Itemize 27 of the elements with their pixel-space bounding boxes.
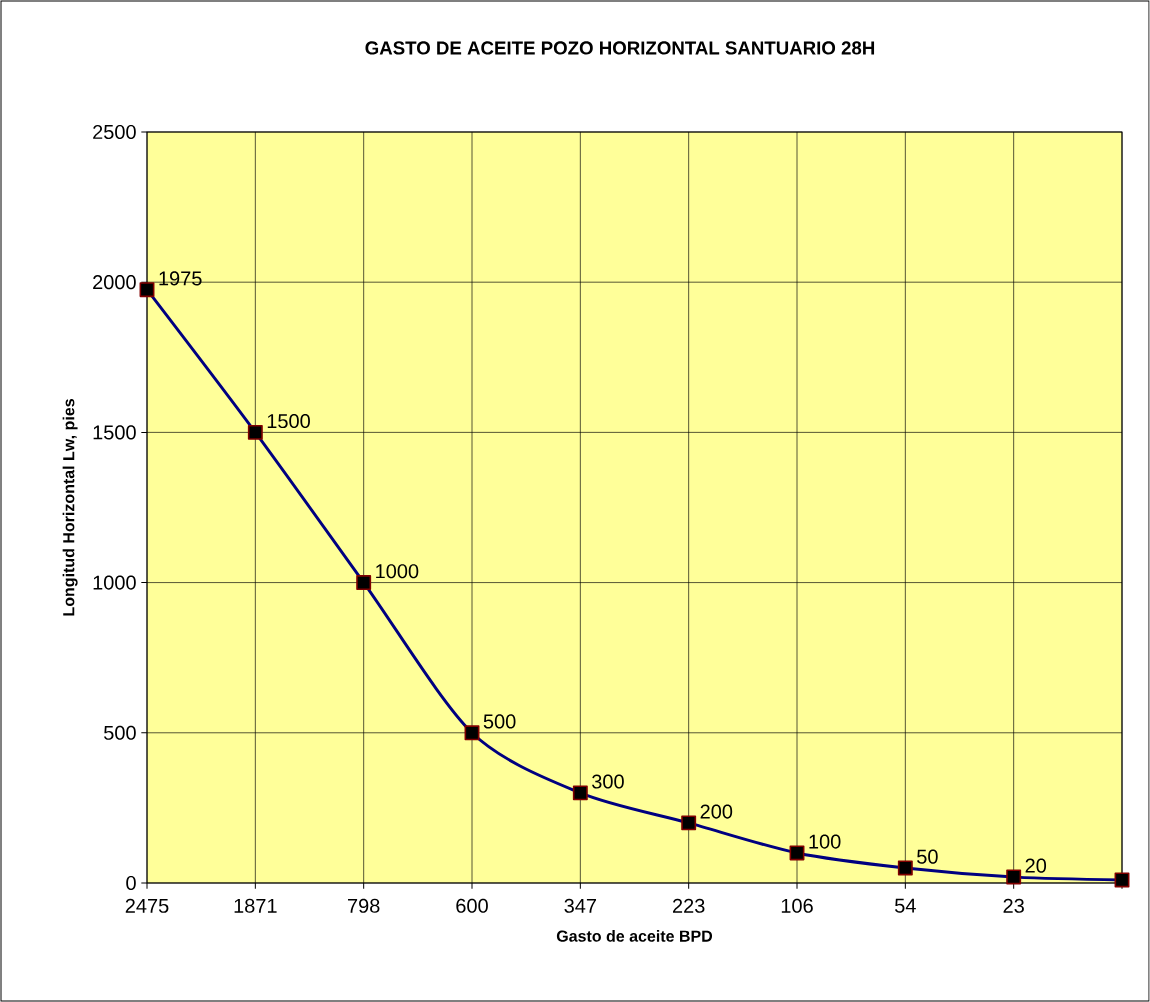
data-label: 300 — [592, 774, 624, 789]
chart-title: GASTO DE ACEITE POZO HORIZONTAL SANTUARIO 28H — [365, 41, 875, 55]
data-label: 200 — [700, 804, 733, 819]
x-tick-label: 347 — [564, 898, 597, 913]
x-axis-title: Gasto de aceite BPD — [556, 930, 713, 942]
x-tick-label: 2475 — [125, 898, 169, 913]
y-tick-label: 1500 — [93, 425, 136, 440]
data-label: 50 — [917, 849, 938, 864]
data-label: 20 — [1025, 858, 1047, 873]
y-tick-label: 500 — [104, 725, 136, 740]
y-tick-label: 2000 — [93, 275, 136, 290]
x-tick-label: 23 — [1003, 898, 1024, 913]
x-tick-label: 600 — [456, 898, 488, 913]
x-tick-label: 54 — [895, 898, 916, 913]
x-tick-label: 1871 — [234, 898, 277, 913]
y-axis-title: Longitud Horizontal Lw, pies — [62, 399, 78, 616]
x-tick-label: 106 — [781, 898, 813, 913]
y-tick-label: 0 — [126, 875, 136, 891]
y-tick-label: 2500 — [93, 124, 136, 140]
data-label: 1975 — [159, 271, 202, 286]
data-label: 100 — [809, 834, 841, 849]
y-tick-label: 1000 — [93, 575, 136, 590]
data-label: 1000 — [376, 564, 419, 579]
x-tick-label: 798 — [348, 898, 380, 913]
data-label: 1500 — [267, 413, 310, 429]
x-tick-label: 223 — [672, 898, 705, 913]
data-label: 500 — [483, 714, 516, 729]
